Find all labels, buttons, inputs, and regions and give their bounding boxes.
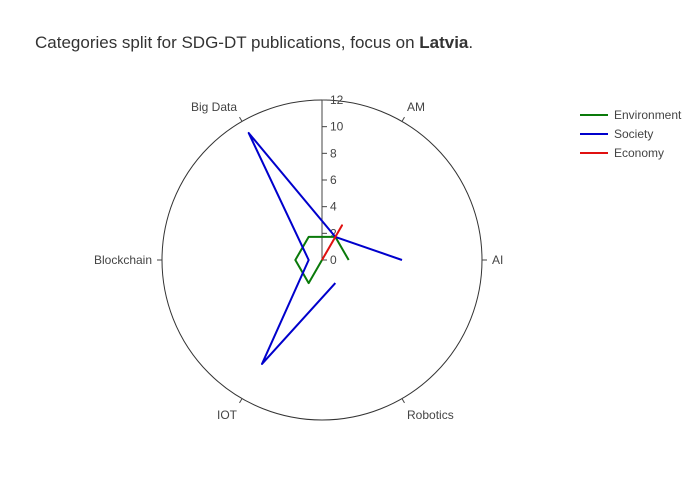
category-label-robotics: Robotics xyxy=(407,408,454,422)
angular-tick-big-data xyxy=(239,116,243,122)
chart-title: Categories split for SDG-DT publications… xyxy=(35,33,473,53)
radial-tick-label-0: 0 xyxy=(330,253,337,267)
radial-tick-label-4: 4 xyxy=(330,200,337,214)
category-label-iot: IOT xyxy=(217,408,238,422)
category-label-am: AM xyxy=(407,100,425,114)
category-label-big-data: Big Data xyxy=(191,100,237,114)
legend-label-society[interactable]: Society xyxy=(614,127,653,141)
radial-tick-label-10: 10 xyxy=(330,120,344,134)
angular-tick-am xyxy=(401,116,405,122)
category-label-blockchain: Blockchain xyxy=(94,253,152,267)
category-label-ai: AI xyxy=(492,253,503,267)
series-line-society xyxy=(247,131,403,365)
angular-tick-iot xyxy=(239,398,243,404)
chart-title-focus: Latvia xyxy=(419,33,469,52)
series-line-economy xyxy=(321,224,343,261)
legend-label-environment[interactable]: Environment xyxy=(614,108,682,122)
legend-label-economy[interactable]: Economy xyxy=(614,146,664,160)
radial-tick-label-8: 8 xyxy=(330,146,337,160)
angular-tick-robotics xyxy=(401,398,405,404)
series-line-environment xyxy=(294,235,350,285)
radial-tick-label-12: 12 xyxy=(330,93,344,107)
chart-title-prefix: Categories split for SDG-DT publications… xyxy=(35,33,420,52)
chart-title-suffix: . xyxy=(468,33,474,52)
radial-tick-label-6: 6 xyxy=(330,173,337,187)
